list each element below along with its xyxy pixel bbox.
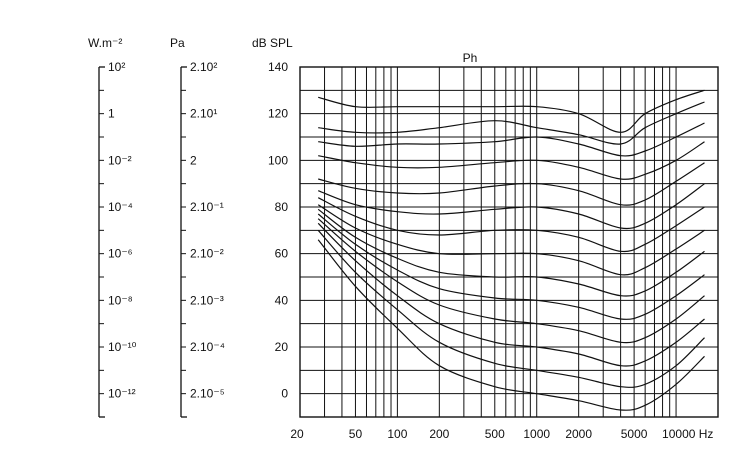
scale-tick-label: 2.10⁻⁵ (190, 387, 225, 401)
scale-tick-label: 2.10² (190, 60, 217, 74)
x-tick-label: 500 (485, 427, 505, 441)
intensity-scale: W.m⁻² 10² 1 10⁻² 10⁻⁴ 10⁻⁶ 10⁻⁸ 10⁻¹⁰ 10⁻¹² (88, 36, 137, 418)
scale-tick-label: 10⁻¹⁰ (108, 340, 137, 354)
scale-tick-label: 2.10⁻⁴ (190, 340, 225, 354)
loudness-curve-2 (317, 222, 705, 367)
loudness-curve-7 (317, 197, 705, 253)
loudness-curve-0 (317, 239, 705, 411)
loudness-curve-11 (318, 122, 705, 157)
scale-tick-label: 10⁻² (108, 153, 132, 167)
x-tick-label: 1000 (523, 427, 550, 441)
loudness-curve-4 (317, 213, 705, 320)
loudness-curve-9 (318, 162, 705, 206)
pressure-scale: Pa 2.10²2.10¹22.10⁻¹2.10⁻²2.10⁻³2.10⁻⁴2.… (170, 36, 225, 418)
pressure-scale-unit: Pa (170, 36, 185, 50)
scale-tick-label: 10⁻⁸ (108, 293, 133, 307)
scale-tick-label: 1 (108, 107, 115, 121)
loudness-curve-5 (317, 208, 705, 297)
intensity-scale-unit: W.m⁻² (88, 36, 122, 50)
scale-tick-label: 2 (190, 153, 197, 167)
y-tick-label: 40 (275, 293, 289, 307)
scale-tick-label: 2.10⁻³ (190, 293, 224, 307)
intensity-scale-ticks: 10² 1 10⁻² 10⁻⁴ 10⁻⁶ 10⁻⁸ 10⁻¹⁰ 10⁻¹² (98, 60, 137, 418)
x-tick-label: 200 (429, 427, 449, 441)
plot-grid (300, 66, 718, 418)
loudness-curve-8 (317, 183, 705, 230)
scale-tick-label: 10⁻¹² (108, 387, 136, 401)
x-tick-label: 10000 Hz (662, 427, 713, 441)
loudness-curve-10 (318, 141, 705, 180)
y-tick-label: 60 (275, 247, 289, 261)
x-tick-label: 100 (387, 427, 407, 441)
loudness-curve-1 (317, 229, 705, 388)
scale-tick-label: 10² (108, 60, 125, 74)
loudness-curves (317, 89, 705, 411)
y-axis-label: dB SPL (252, 36, 293, 50)
x-tick-label: 20 (290, 427, 304, 441)
scale-tick-label: 2.10⁻¹ (190, 200, 224, 214)
x-tick-label: 5000 (621, 427, 648, 441)
loudness-curve-6 (317, 204, 705, 276)
y-tick-labels: 0 20 40 60 80 100 120 140 (268, 60, 288, 401)
loudness-curve-12 (318, 101, 705, 145)
scale-tick-label: 2.10¹ (190, 107, 217, 121)
loudness-curve-13 (318, 89, 705, 133)
y-tick-label: 0 (281, 387, 288, 401)
y-tick-label: 140 (268, 60, 288, 74)
y-tick-label: 20 (275, 340, 289, 354)
loudness-curve-3 (317, 218, 705, 344)
x-tick-label: 50 (349, 427, 363, 441)
scale-tick-label: 2.10⁻² (190, 247, 224, 261)
scale-tick-label: 10⁻⁴ (108, 200, 133, 214)
scale-tick-label: 10⁻⁶ (108, 247, 133, 261)
y-tick-label: 80 (275, 200, 289, 214)
pressure-scale-ticks: 2.10² 2.10¹ 2 2.10⁻¹ 2.10⁻² 2.10⁻³ 2.10⁻⁴ 2.10⁻… (180, 60, 225, 418)
y-tick-label: 100 (268, 153, 288, 167)
plot-frame (299, 66, 719, 418)
chart-title: Ph (463, 51, 478, 65)
x-tick-label: 2000 (565, 427, 592, 441)
x-tick-labels: 20 50 100 200 500 1000 2000 5000 10000 Hz (290, 427, 713, 441)
y-tick-label: 120 (268, 107, 288, 121)
